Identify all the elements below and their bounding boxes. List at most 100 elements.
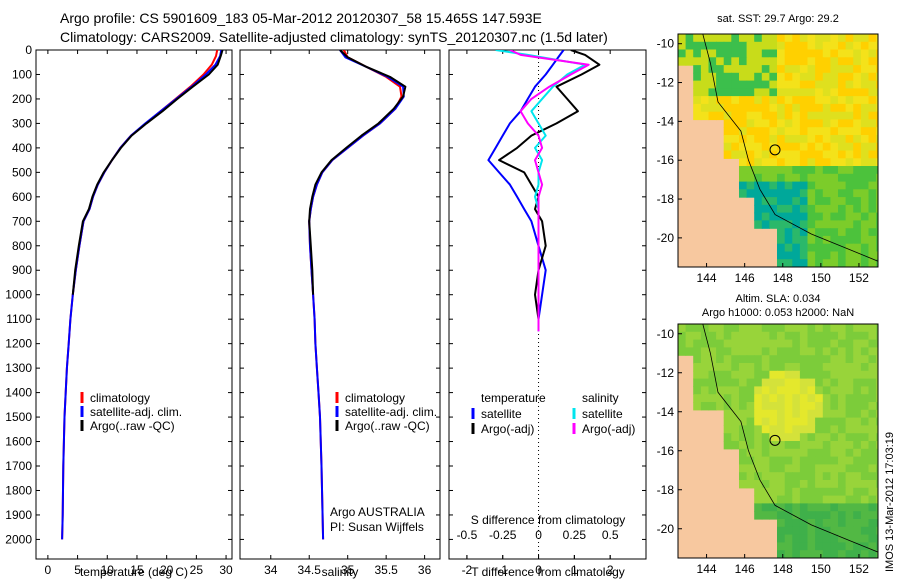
ocean-cell	[792, 220, 801, 229]
ocean-cell	[838, 542, 847, 551]
ocean-cell	[761, 204, 770, 214]
ocean-cell	[860, 417, 870, 426]
ocean-cell	[838, 519, 847, 528]
ocean-cell	[830, 526, 839, 536]
ocean-cell	[838, 480, 847, 489]
ocean-cell	[754, 103, 763, 113]
ocean-cell	[860, 197, 870, 206]
ocean-cell	[876, 394, 878, 403]
ocean-cell	[777, 34, 786, 43]
ocean-cell	[700, 386, 710, 395]
ocean-cell	[830, 363, 839, 372]
ocean-cell	[830, 542, 839, 551]
ocean-cell	[769, 142, 778, 152]
lat-tick-label: -20	[657, 522, 675, 536]
ocean-cell	[807, 370, 816, 380]
ocean-cell	[769, 347, 778, 356]
ocean-cell	[792, 324, 801, 333]
ocean-cell	[853, 197, 862, 206]
ocean-cell	[845, 158, 854, 167]
sla-isobath-contour	[702, 324, 878, 553]
ocean-cell	[822, 57, 831, 66]
series-line-satellite-adj-clim-	[308, 50, 405, 540]
depth-tick-label: 1800	[5, 483, 32, 497]
ocean-cell	[815, 142, 824, 152]
ocean-cell	[838, 386, 847, 395]
temperature-axes-frame	[35, 49, 233, 560]
ocean-cell	[761, 96, 770, 105]
ocean-cell	[754, 135, 763, 144]
ocean-cell	[739, 324, 748, 333]
ocean-cell	[761, 456, 770, 465]
ocean-cell	[784, 49, 793, 58]
ocean-cell	[876, 142, 878, 152]
ocean-cell	[860, 550, 870, 558]
ocean-cell	[822, 370, 831, 380]
ocean-cell	[777, 331, 786, 341]
ocean-cell	[761, 425, 770, 434]
ocean-cell	[777, 355, 786, 364]
ocean-cell	[807, 472, 816, 481]
ocean-cell	[845, 65, 854, 74]
ocean-cell	[815, 331, 824, 341]
ocean-cell	[739, 88, 748, 97]
ocean-cell	[868, 204, 877, 214]
ocean-cell	[761, 220, 770, 229]
ocean-cell	[815, 542, 824, 551]
ocean-cell	[860, 49, 870, 58]
ocean-cell	[807, 503, 816, 512]
ocean-cell	[822, 127, 831, 136]
ocean-cell	[830, 487, 839, 497]
ocean-cell	[830, 212, 839, 221]
ocean-cell	[815, 456, 824, 465]
ocean-cell	[822, 456, 831, 465]
ocean-cell	[815, 464, 824, 473]
ocean-cell	[792, 212, 801, 221]
ocean-cell	[807, 526, 816, 536]
ocean-cell	[853, 88, 862, 97]
ocean-cell	[822, 495, 831, 504]
ocean-cell	[754, 212, 763, 221]
ocean-cell	[830, 150, 839, 159]
ocean-cell	[769, 166, 778, 175]
ocean-cell	[822, 386, 831, 395]
ocean-cell	[860, 487, 870, 497]
ocean-cell	[777, 111, 786, 121]
ocean-cell	[838, 448, 847, 458]
lat-tick-label: -10	[657, 37, 675, 51]
ocean-cell	[838, 228, 847, 237]
ocean-cell	[853, 519, 862, 528]
ocean-cell	[777, 212, 786, 221]
ocean-cell	[868, 173, 877, 183]
ocean-cell	[746, 339, 755, 348]
ocean-cell	[860, 127, 870, 136]
ocean-cell	[723, 142, 732, 152]
ocean-cell	[693, 363, 702, 372]
ocean-cell	[860, 472, 870, 481]
ocean-cell	[792, 378, 801, 387]
ocean-cell	[746, 158, 755, 167]
ocean-cell	[822, 204, 831, 214]
lat-tick-label: -10	[657, 327, 675, 341]
isobath-line	[702, 324, 878, 553]
ocean-cell	[739, 96, 748, 105]
ocean-cell	[815, 150, 824, 159]
ocean-cell	[876, 378, 878, 387]
ocean-cell	[876, 111, 878, 121]
ocean-cell	[822, 34, 831, 43]
ocean-cell	[876, 88, 878, 97]
ocean-cell	[731, 378, 740, 387]
series-line-argo-raw-qc-	[71, 50, 224, 295]
ocean-cell	[777, 88, 786, 97]
ocean-cell	[853, 394, 862, 403]
ocean-cell	[754, 127, 763, 136]
ocean-cell	[739, 166, 748, 175]
ocean-cell	[876, 150, 878, 159]
ocean-cell	[845, 204, 854, 214]
ocean-cell	[815, 441, 824, 450]
ocean-cell	[739, 378, 748, 387]
ocean-cell	[868, 243, 877, 253]
ocean-cell	[769, 88, 778, 97]
ocean-cell	[838, 135, 847, 144]
ocean-cell	[761, 127, 770, 136]
